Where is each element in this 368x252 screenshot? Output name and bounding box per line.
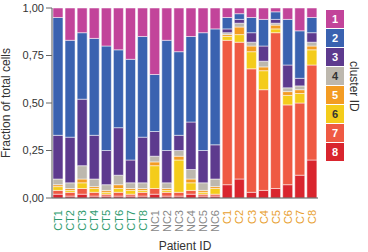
svg-text:CT2: CT2 — [64, 210, 76, 231]
html-text:3: 3 — [331, 51, 339, 63]
svg-text:C7: C7 — [294, 210, 306, 224]
svg-text:CT6: CT6 — [113, 210, 125, 231]
svg-text:CT8: CT8 — [137, 210, 149, 231]
svg-text:CT4: CT4 — [88, 210, 100, 231]
svg-text:NC3: NC3 — [173, 210, 185, 232]
svg-text:0,50: 0,50 — [23, 97, 44, 109]
svg-text:NC5: NC5 — [197, 210, 209, 232]
svg-text:Fraction of total cells: Fraction of total cells — [8, 48, 13, 158]
svg-text:NC1: NC1 — [149, 210, 161, 232]
svg-text:CT1: CT1 — [52, 210, 64, 231]
svg-text:0,00: 0,00 — [23, 192, 44, 204]
svg-text:C1: C1 — [221, 210, 233, 224]
svg-text:Patient ID: Patient ID — [159, 239, 212, 252]
html-text:6: 6 — [331, 108, 339, 120]
svg-text:NC2: NC2 — [161, 210, 173, 232]
svg-text:C8: C8 — [306, 210, 318, 224]
html-text:8: 8 — [331, 146, 339, 158]
svg-text:CT3: CT3 — [76, 210, 88, 231]
svg-text:C2: C2 — [233, 210, 245, 224]
svg-text:C4: C4 — [258, 210, 270, 224]
html-text:5: 5 — [331, 89, 339, 101]
html-text:cluster ID: cluster ID — [347, 60, 361, 112]
svg-text:CT7: CT7 — [125, 210, 137, 231]
svg-text:NC6: NC6 — [209, 210, 221, 232]
html-text:4: 4 — [331, 70, 339, 82]
svg-text:CT5: CT5 — [100, 210, 112, 231]
html-text:7: 7 — [331, 127, 339, 139]
html-text:2: 2 — [331, 32, 339, 44]
svg-text:C5: C5 — [270, 210, 282, 224]
svg-text:1,00: 1,00 — [23, 2, 44, 14]
svg-text:0,75: 0,75 — [23, 49, 44, 61]
svg-text:C3: C3 — [246, 210, 258, 224]
svg-text:0,25: 0,25 — [23, 144, 44, 156]
svg-text:C6: C6 — [282, 210, 294, 224]
svg-text:NC4: NC4 — [185, 210, 197, 232]
html-text:1: 1 — [331, 13, 339, 25]
